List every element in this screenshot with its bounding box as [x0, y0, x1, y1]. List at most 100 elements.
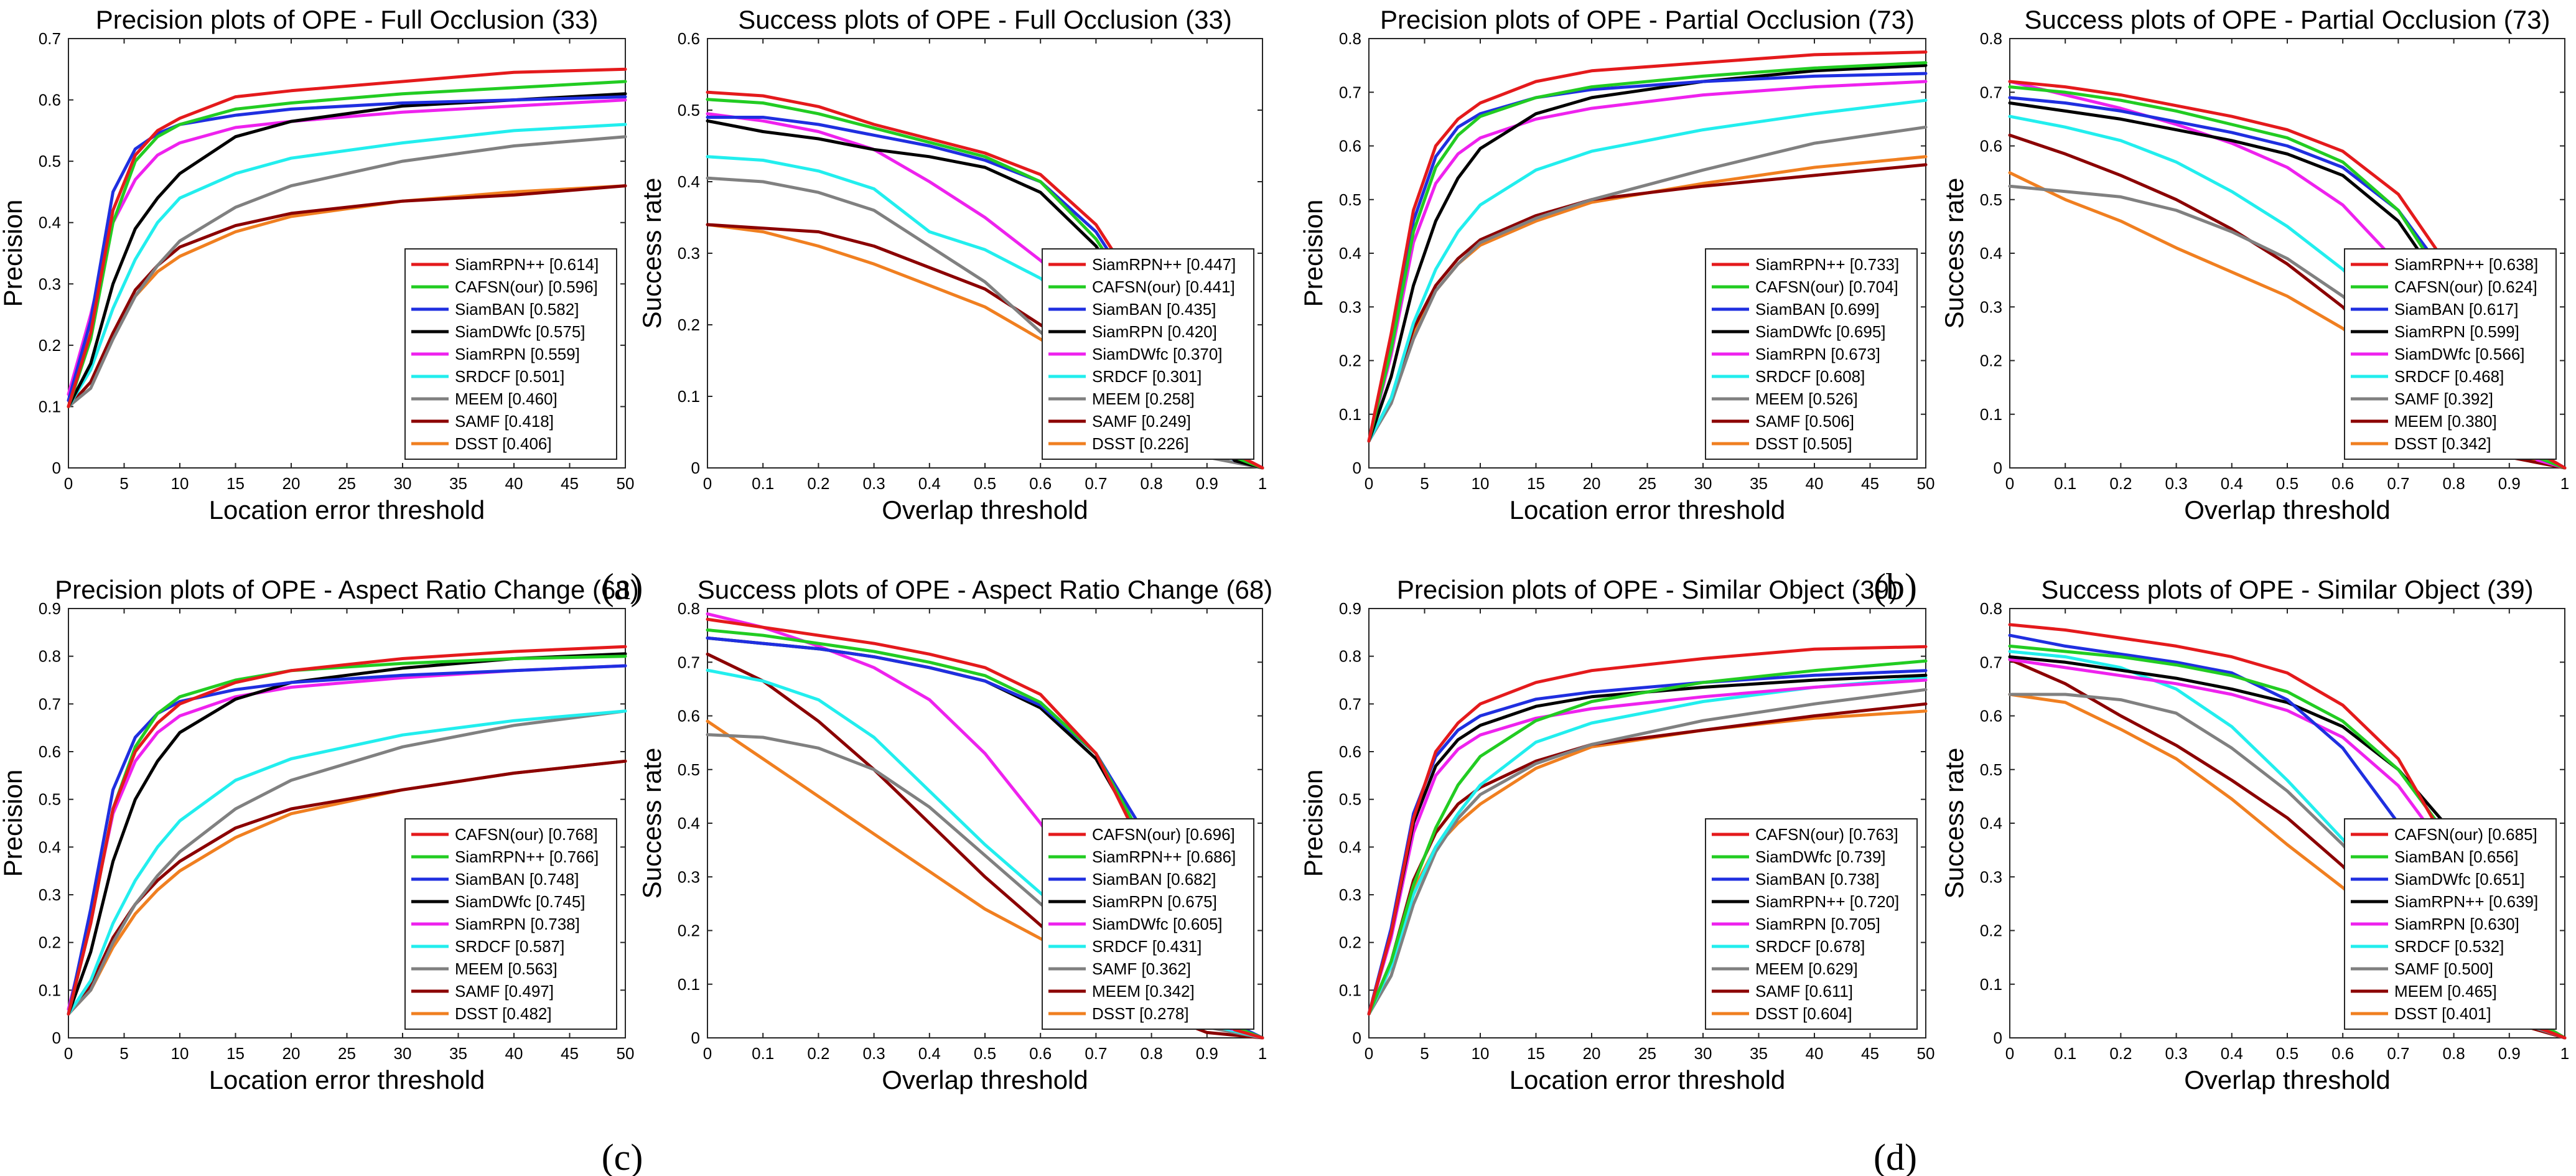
- x-tick-label: 0.2: [2109, 474, 2132, 493]
- legend-entry: SiamRPN++ [0.733]: [1755, 255, 1899, 274]
- series-line: [67, 645, 627, 1016]
- y-tick-label: 0.2: [1980, 352, 2002, 370]
- y-axis-label: Success rate: [637, 748, 666, 899]
- y-tick-label: 0: [1353, 1029, 1361, 1047]
- chart-title: Precision plots of OPE - Full Occlusion …: [96, 5, 599, 34]
- y-tick-label: 0.8: [39, 647, 61, 666]
- chart-panel-6: 0 0.1 0.2 0.3 0.4 0.5 0.6 0.7 0.8 0.9 1 0 0.1 0.2 0.3 0…: [637, 575, 1272, 1094]
- series-line: [1367, 63, 1928, 443]
- y-tick-label: 0.5: [39, 152, 61, 170]
- series-line: [1367, 98, 1928, 443]
- chart-panel-4: 0 0.1 0.2 0.3 0.4 0.5 0.6 0.7 0.8 0.9 1 0 0.1 0.2 0.3 0…: [1939, 5, 2569, 525]
- chart-title: Precision plots of OPE - Similar Object …: [1397, 575, 1898, 604]
- x-tick-label: 5: [1420, 474, 1429, 493]
- legend-entry: SiamBAN [0.699]: [1755, 300, 1879, 319]
- chart-panel-5: 0 5 10 15 20 25 30 35 40 45 50 0 0.1 0.2 0.3 0.4 0.5 0.6 0…: [0, 575, 639, 1094]
- legend-entry: DSST [0.226]: [1092, 434, 1189, 453]
- x-axis-label: Location error threshold: [1510, 495, 1786, 525]
- legend-entry: SRDCF [0.678]: [1755, 937, 1865, 956]
- series-line: [1367, 50, 1928, 443]
- y-tick-label: 0.3: [1339, 885, 1361, 904]
- y-tick-label: 0.1: [39, 397, 61, 416]
- legend-entry: SiamDWfc [0.605]: [1092, 915, 1223, 933]
- y-tick-label: 0: [691, 459, 700, 477]
- x-tick-label: 30: [394, 1044, 412, 1063]
- x-tick-label: 0.4: [2221, 1044, 2243, 1063]
- x-tick-label: 0.4: [918, 474, 941, 493]
- legend-entry: SiamDWfc [0.745]: [455, 892, 586, 911]
- chart-panel-8: 0 0.1 0.2 0.3 0.4 0.5 0.6 0.7 0.8 0.9 1 0 0.1 0.2 0.3 0…: [1939, 575, 2569, 1094]
- x-axis-label: Overlap threshold: [2184, 1065, 2391, 1094]
- series-line: [67, 184, 627, 408]
- series-line: [1367, 61, 1928, 443]
- series-line: [67, 652, 627, 1016]
- legend-entry: SiamBAN [0.435]: [1092, 300, 1216, 319]
- x-tick-label: 0.3: [863, 1044, 885, 1063]
- x-tick-label: 25: [1638, 474, 1656, 493]
- y-axis-label: Precision: [1299, 770, 1328, 877]
- legend: CAFSN(our) [0.768] SiamRPN++ [0.766] SiamB…: [404, 818, 617, 1030]
- panel-label-a: (a): [602, 566, 643, 607]
- legend-entry: MEEM [0.258]: [1092, 390, 1195, 408]
- x-tick-label: 45: [561, 474, 579, 493]
- y-tick-label: 0.5: [1980, 760, 2002, 779]
- legend-entry: SiamDWfc [0.739]: [1755, 847, 1886, 866]
- x-tick-label: 20: [282, 474, 301, 493]
- y-tick-label: 0.1: [678, 975, 700, 994]
- x-tick-label: 30: [1694, 474, 1712, 493]
- legend-entry: SiamRPN [0.738]: [455, 915, 580, 933]
- legend-entry: MEEM [0.563]: [455, 959, 558, 978]
- y-tick-label: 0.2: [1980, 922, 2002, 940]
- legend-entry: MEEM [0.380]: [2394, 412, 2497, 431]
- y-tick-label: 0.6: [678, 707, 700, 726]
- series-line: [67, 759, 627, 1016]
- y-tick-label: 0.4: [1339, 838, 1361, 856]
- x-tick-label: 0: [2005, 1044, 2014, 1063]
- legend-entry: SiamRPN++ [0.720]: [1755, 892, 1899, 911]
- legend: SiamRPN++ [0.614] CAFSN(our) [0.596] SiamB…: [404, 248, 617, 460]
- x-tick-label: 1: [2560, 1044, 2569, 1063]
- legend-entry: SiamRPN [0.673]: [1755, 345, 1880, 363]
- x-tick-label: 0.2: [2109, 1044, 2132, 1063]
- legend-entry: CAFSN(our) [0.624]: [2394, 278, 2537, 296]
- legend-entry: SRDCF [0.608]: [1755, 367, 1865, 386]
- legend-entry: SRDCF [0.501]: [455, 367, 564, 386]
- y-tick-label: 0.4: [1339, 244, 1361, 263]
- series-line: [67, 92, 627, 408]
- legend-entry: DSST [0.406]: [455, 434, 552, 453]
- x-tick-label: 5: [119, 474, 128, 493]
- x-tick-label: 20: [1583, 1044, 1601, 1063]
- y-tick-label: 0.1: [1339, 405, 1361, 424]
- x-tick-label: 0: [2005, 474, 2014, 493]
- x-tick-label: 0: [1365, 1044, 1373, 1063]
- legend-entry: MEEM [0.460]: [455, 390, 558, 408]
- y-tick-label: 0.5: [678, 101, 700, 119]
- legend-entry: SAMF [0.506]: [1755, 412, 1854, 431]
- y-tick-label: 0.1: [678, 387, 700, 406]
- chart-title: Precision plots of OPE - Aspect Ratio Ch…: [55, 575, 638, 604]
- y-tick-label: 0.9: [1339, 599, 1361, 618]
- y-tick-label: 0.2: [1339, 352, 1361, 370]
- chart-panels: 0 5 10 15 20 25 30 35 40 45 5000.10.20.30.40.50.60…: [0, 5, 2569, 1094]
- legend-entry: DSST [0.505]: [1755, 434, 1852, 453]
- x-tick-label: 30: [394, 474, 412, 493]
- legend: SiamRPN++ [0.638] CAFSN(our) [0.624] SiamB…: [2344, 248, 2557, 460]
- y-tick-label: 0: [1353, 459, 1361, 477]
- legend: SiamRPN++ [0.733] CAFSN(our) [0.704] SiamB…: [1705, 248, 1918, 460]
- legend-entry: SiamBAN [0.656]: [2394, 847, 2518, 866]
- chart-title: Success plots of OPE - Full Occlusion (3…: [738, 5, 1232, 34]
- x-tick-label: 0.1: [2054, 474, 2076, 493]
- x-tick-label: 0.2: [807, 1044, 829, 1063]
- y-axis-label: Success rate: [637, 178, 666, 329]
- x-tick-label: 5: [119, 1044, 128, 1063]
- x-tick-label: 0.9: [2498, 1044, 2521, 1063]
- x-tick-label: 15: [226, 474, 245, 493]
- x-tick-label: 0.7: [2387, 1044, 2409, 1063]
- y-tick-label: 0: [691, 1029, 700, 1047]
- x-axis-label: Overlap threshold: [882, 1065, 1088, 1094]
- series-group: [67, 645, 627, 1016]
- legend-entry: SiamRPN [0.705]: [1755, 915, 1880, 933]
- x-tick-label: 0: [703, 1044, 712, 1063]
- y-tick-label: 0.6: [1339, 137, 1361, 156]
- legend-entry: SiamBAN [0.738]: [1755, 870, 1879, 889]
